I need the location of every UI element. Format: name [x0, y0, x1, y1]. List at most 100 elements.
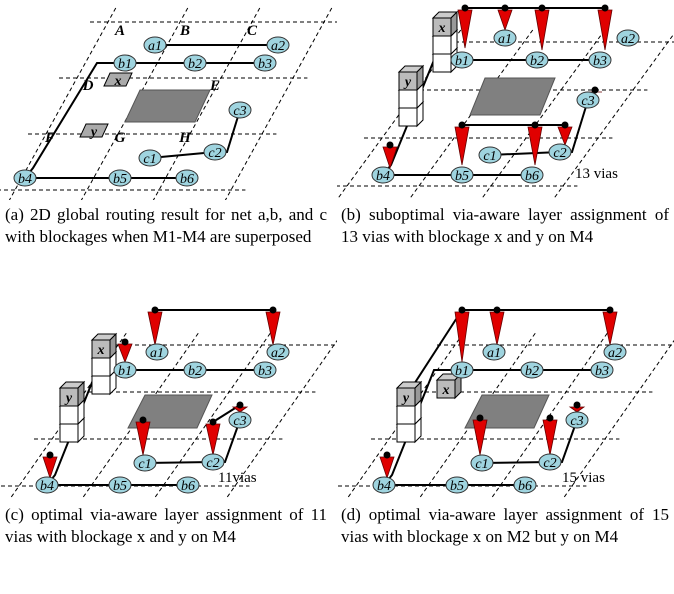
pin-label: b1	[455, 364, 469, 379]
blockage-label: x	[442, 383, 450, 398]
via-arrow	[557, 126, 573, 147]
pin	[133, 454, 157, 472]
pin-label: b1	[455, 54, 469, 69]
pin	[266, 36, 290, 54]
via-arrow	[497, 9, 513, 32]
via-dot	[46, 451, 54, 459]
region-label: D	[82, 78, 94, 94]
caption: (a) 2D global routing result for net a,b…	[5, 205, 327, 246]
pin-label: c1	[483, 149, 496, 164]
cube-front	[91, 375, 111, 395]
blockage-label: y	[64, 391, 73, 406]
via-dot	[151, 306, 159, 314]
via-arrow	[602, 311, 618, 346]
via-count: 15 vias	[562, 470, 605, 486]
blockage-label: x	[97, 343, 105, 358]
via-count: 11vias	[218, 470, 257, 486]
pin-label: b3	[595, 364, 609, 379]
pin	[143, 36, 167, 54]
pin	[482, 343, 506, 361]
via-dot	[606, 306, 614, 314]
via-dot	[573, 401, 581, 409]
pin	[590, 361, 614, 379]
pin	[603, 343, 627, 361]
pin-label: b4	[376, 169, 390, 184]
cube-front	[398, 71, 418, 91]
pin-label: b6	[180, 172, 194, 187]
pin-label: b5	[455, 169, 469, 184]
pin-label: b1	[118, 364, 132, 379]
via-dot	[461, 4, 469, 12]
via-arrow	[489, 311, 505, 346]
pin	[201, 453, 225, 471]
pin-label: c2	[553, 146, 566, 161]
cube-front	[396, 387, 416, 407]
pin-label: b1	[118, 57, 132, 72]
via-dot	[531, 121, 539, 129]
grid-line	[226, 339, 337, 499]
via-dot	[476, 414, 484, 422]
pin-label: a1	[150, 346, 164, 361]
pin	[176, 476, 200, 494]
caption: (d) optimal via-aware layer assignment o…	[341, 505, 669, 546]
via-arrow	[147, 311, 163, 346]
pin	[520, 166, 544, 184]
via-arrow	[534, 9, 550, 51]
panel-c: x y a1 a2 b1 b2 b3 b4 b5 b6 c1 c2 c3 11vias	[1, 306, 337, 499]
via-arrow	[454, 311, 470, 363]
pin	[450, 51, 474, 69]
cube-front	[398, 89, 418, 109]
region-label: G	[115, 130, 126, 146]
via-dot	[209, 418, 217, 426]
pin-label: c2	[543, 456, 556, 471]
cube-front	[91, 339, 111, 359]
region-label: B	[179, 23, 190, 39]
upper-wire	[406, 309, 463, 396]
pin	[145, 343, 169, 361]
pin	[372, 476, 396, 494]
via-dot	[561, 121, 569, 129]
pin-label: c3	[570, 414, 583, 429]
caption: (c) optimal via-aware layer assignment o…	[5, 505, 327, 546]
via-arrow	[542, 419, 558, 456]
via-dot	[493, 306, 501, 314]
pin-label: b2	[525, 364, 539, 379]
region-label: A	[114, 23, 125, 39]
pin-label: b2	[188, 364, 202, 379]
pin-label: b4	[377, 479, 391, 494]
cube-front	[396, 423, 416, 443]
pin-label: b4	[40, 479, 54, 494]
via-dot	[591, 86, 599, 94]
blockage-area	[124, 89, 211, 123]
cube-front	[436, 379, 456, 399]
pin-label: b2	[188, 57, 202, 72]
blockage-area	[469, 77, 556, 116]
region-label: C	[247, 23, 258, 39]
region-label: F	[44, 130, 55, 146]
pin	[445, 476, 469, 494]
pin	[371, 166, 395, 184]
pin	[576, 91, 600, 109]
pin-label: b6	[525, 169, 539, 184]
pin	[538, 453, 562, 471]
pin-label: b3	[593, 54, 607, 69]
pin-label: c3	[233, 414, 246, 429]
region-label: E	[209, 78, 220, 94]
pin-label: a2	[608, 346, 622, 361]
via-dot	[121, 338, 129, 346]
pin	[35, 476, 59, 494]
pin-label: c3	[581, 94, 594, 109]
cube-front	[91, 357, 111, 377]
pin-label: a2	[621, 32, 635, 47]
cube-front	[432, 35, 452, 55]
via-arrow	[472, 419, 488, 456]
blockage-label: y	[403, 75, 412, 90]
via-count: 13 vias	[575, 166, 618, 182]
blockage-label: y	[401, 391, 410, 406]
grid-line	[224, 7, 333, 200]
pin	[588, 51, 612, 69]
via-dot	[139, 416, 147, 424]
pin	[513, 476, 537, 494]
via-arrow	[117, 343, 133, 364]
